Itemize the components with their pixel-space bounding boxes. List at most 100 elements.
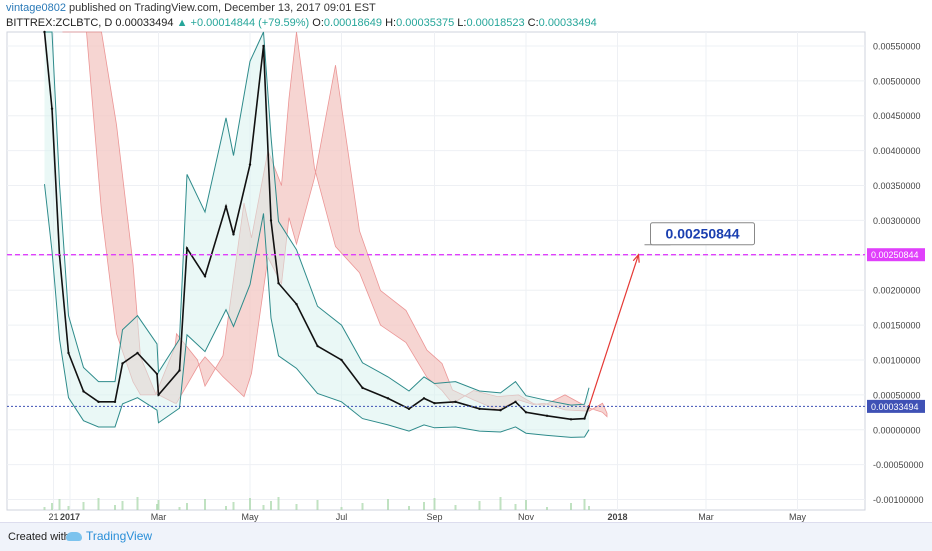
grid — [7, 32, 865, 510]
y-tick-label: 0.00400000 — [873, 146, 921, 156]
price-point — [361, 386, 364, 390]
volume-bar — [262, 505, 265, 510]
volume-bar — [340, 507, 343, 510]
volume-bar — [546, 507, 548, 510]
volume-bar — [43, 507, 46, 510]
y-tick-label: -0.00100000 — [873, 495, 924, 505]
x-tick-label: Mar — [698, 512, 714, 522]
cloud-icon — [66, 532, 82, 542]
price-point — [50, 107, 54, 110]
y-tick-label: 0.00300000 — [873, 216, 921, 226]
price-point — [340, 358, 343, 362]
band-fill — [44, 32, 589, 438]
volume-bar — [67, 506, 70, 510]
current-price-tag-label: 0.00033494 — [871, 402, 919, 412]
up-arrow-icon: ▲ — [176, 17, 188, 29]
price-point — [433, 402, 436, 405]
y-tick-label: 0.00050000 — [873, 390, 921, 400]
volume-bar — [316, 500, 319, 510]
volume-bar — [361, 503, 364, 510]
price-point — [454, 400, 457, 404]
volume-bar — [277, 497, 280, 510]
volume-bar — [387, 499, 389, 510]
volume-bar — [249, 498, 251, 510]
volume-bar — [232, 502, 235, 510]
price-point — [269, 219, 273, 222]
x-tick-label: 2018 — [607, 512, 627, 522]
tradingview-brand: TradingView — [86, 529, 153, 543]
volume-bar — [295, 504, 298, 510]
price-point — [524, 411, 528, 414]
price-point — [514, 400, 517, 404]
bollinger-bands — [44, 31, 590, 438]
volume-bar — [157, 500, 160, 510]
x-tick-label: 21 — [48, 512, 58, 522]
target-callout[interactable]: 0.00250844 — [644, 222, 755, 246]
price-point — [422, 397, 426, 400]
price-point — [136, 351, 139, 355]
volume-bar — [408, 506, 410, 510]
y-axis[interactable]: 0.00550000 0.00500000 0.00450000 0.00400000… — [867, 41, 925, 505]
price-point — [203, 275, 207, 278]
open-label: O: — [312, 17, 324, 29]
volume-bar — [499, 497, 502, 510]
volume-bar — [225, 506, 227, 510]
price-chart[interactable]: 0.00550000 0.00500000 0.00450000 0.00400000… — [0, 0, 932, 522]
price-point — [499, 409, 502, 412]
price-point — [407, 407, 411, 411]
symbol-label[interactable]: BITTREX:ZCLBTC, D — [6, 17, 113, 29]
x-tick-label: Sep — [426, 512, 442, 522]
y-tick-label: 0.00450000 — [873, 111, 921, 121]
price-point — [155, 372, 159, 376]
open-value: 0.00018649 — [323, 17, 383, 29]
x-axis[interactable]: 21 2017 Mar May Jul Sep Nov 2018 Mar May — [48, 512, 806, 522]
price-point — [248, 163, 252, 166]
price-change: +0.00014844 (+79.59%) — [190, 17, 310, 29]
price-point — [569, 418, 573, 421]
volume-bar — [583, 499, 586, 510]
arrow-head — [632, 253, 640, 263]
price-series — [43, 30, 591, 421]
price-point — [113, 400, 117, 404]
tradingview-logo[interactable]: TradingView — [66, 529, 152, 543]
x-tick-label: May — [241, 512, 259, 522]
price-point — [43, 30, 46, 34]
created-with-text: Created with — [8, 531, 70, 543]
author-link[interactable]: vintage0802 — [6, 2, 66, 14]
volume-bar — [478, 501, 481, 510]
price-point — [82, 390, 85, 393]
volume-bar — [114, 505, 116, 510]
callout-box[interactable] — [650, 222, 755, 246]
horizontal-lines — [7, 254, 865, 407]
price-point — [232, 233, 235, 236]
high-label: H: — [385, 17, 397, 29]
volume-bar — [525, 500, 527, 510]
footer-bar: Created with TradingView — [0, 522, 932, 551]
volume-bars — [43, 497, 590, 510]
y-tick-label: 0.00100000 — [873, 355, 921, 365]
ichimoku-cloud — [62, 31, 608, 418]
plot-area[interactable] — [6, 31, 866, 511]
published-text: published on TradingView.com, December 1… — [69, 2, 376, 14]
volume-bar — [588, 506, 590, 510]
volume-bar — [270, 501, 272, 510]
price-point — [67, 351, 70, 355]
band-upper — [44, 31, 590, 406]
y-tick-label: 0.00550000 — [873, 41, 921, 51]
x-tick-label: Mar — [151, 512, 167, 522]
volume-bar — [136, 497, 139, 510]
callout-label: 0.00250844 — [666, 226, 740, 242]
volume-bar — [97, 498, 100, 510]
y-tick-label: 0.00200000 — [873, 286, 921, 296]
symbol-info: BITTREX:ZCLBTC, D 0.00033494 ▲ +0.000148… — [6, 17, 597, 29]
volume-bar — [51, 503, 53, 510]
x-tick-label: Jul — [336, 512, 348, 522]
x-tick-label: May — [789, 512, 807, 522]
price-point — [157, 393, 160, 397]
price-point — [295, 302, 298, 306]
price-point — [478, 407, 481, 411]
y-tick-label: 0.00000000 — [873, 425, 921, 435]
price-point — [262, 44, 265, 48]
price-point — [316, 344, 319, 348]
target-price-tag-label: 0.00250844 — [871, 250, 919, 260]
